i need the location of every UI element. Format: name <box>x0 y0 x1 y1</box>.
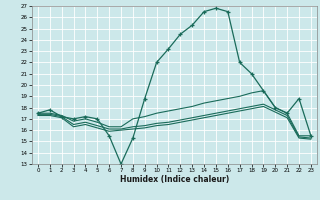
X-axis label: Humidex (Indice chaleur): Humidex (Indice chaleur) <box>120 175 229 184</box>
